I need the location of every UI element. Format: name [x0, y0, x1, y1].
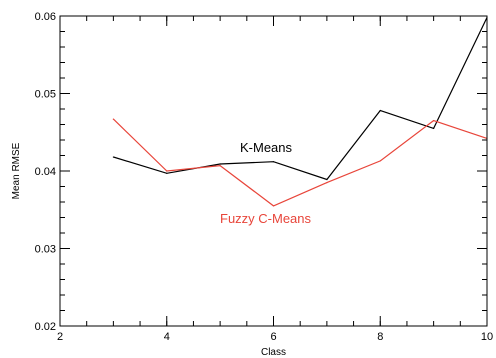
y-tick-label: 0.02 [35, 321, 56, 333]
x-tick-label: 8 [377, 331, 383, 343]
series-line-fuzzy-cmeans [112, 118, 488, 207]
tick-labels: 2 4 6 8 10 0.02 0.03 0.04 0.05 0.06 [35, 11, 494, 343]
data-point [166, 170, 168, 172]
data-point [112, 118, 114, 120]
data-point [272, 205, 275, 207]
minor-ticks [59, 15, 488, 327]
data-point [166, 172, 168, 174]
data-point [219, 164, 221, 167]
x-tick-label: 6 [270, 331, 276, 343]
series-lines [112, 16, 488, 207]
y-tick-label: 0.06 [35, 11, 56, 23]
series-label-fuzzy-cmeans: Fuzzy C-Means [220, 211, 312, 226]
x-tick-label: 4 [164, 331, 170, 343]
y-tick-label: 0.03 [35, 244, 56, 256]
plot-frame [59, 15, 488, 327]
x-tick-label: 2 [57, 331, 63, 343]
data-point [326, 178, 328, 181]
x-axis-title: Class [261, 347, 286, 358]
data-point [379, 109, 381, 112]
data-point [219, 163, 221, 165]
series-line-kmeans [113, 17, 488, 181]
data-point [272, 161, 275, 163]
data-point [379, 160, 381, 162]
data-point [433, 127, 435, 129]
data-point [326, 182, 328, 184]
data-point [112, 156, 114, 158]
y-axis-title: Mean RMSE [11, 142, 22, 199]
data-point [433, 120, 435, 122]
y-tick-label: 0.05 [35, 89, 56, 101]
major-ticks [59, 15, 488, 327]
series-label-kmeans: K-Means [240, 140, 293, 155]
y-tick-label: 0.04 [35, 166, 56, 178]
x-tick-label: 10 [481, 331, 493, 343]
